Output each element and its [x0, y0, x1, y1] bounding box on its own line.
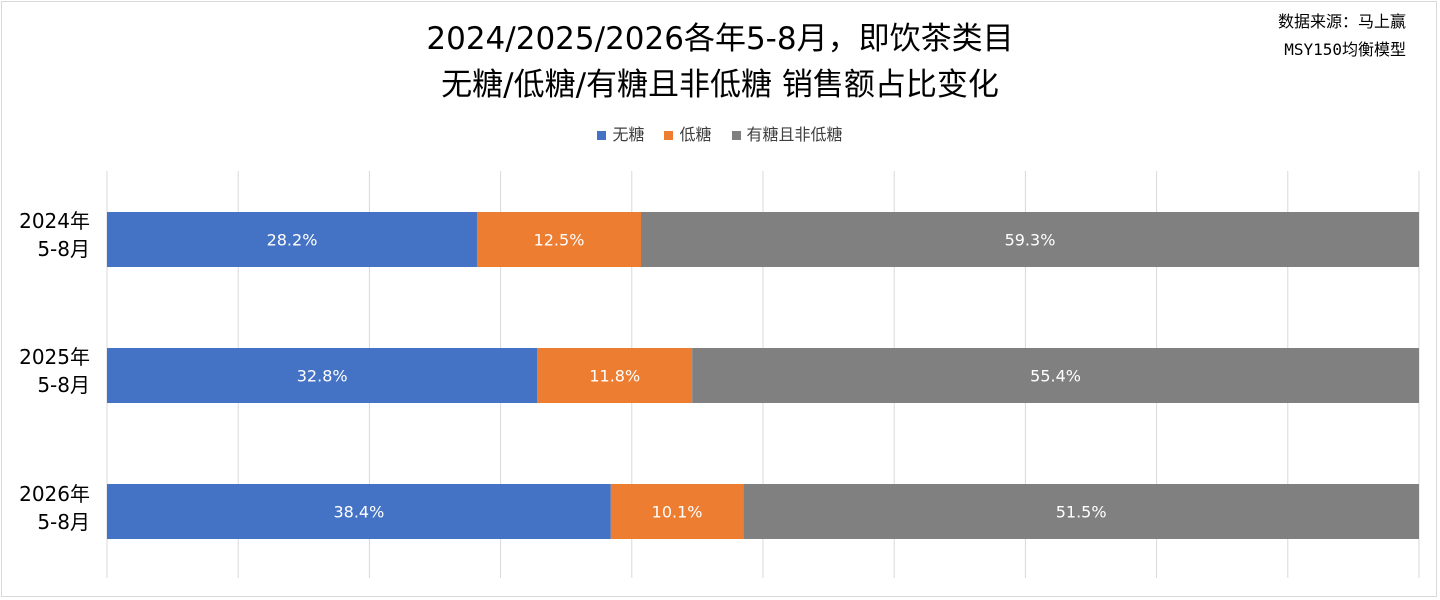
chart-title-line2: 无糖/低糖/有糖且非低糖 销售额占比变化: [441, 67, 999, 103]
bar-segment-2024年-有糖且非低糖: [640, 212, 1419, 267]
chart-legend: 无糖 低糖 有糖且非低糖: [0, 124, 1440, 146]
data-label: 51.5%: [1056, 503, 1107, 522]
bar-segment-2026年-无糖: [107, 484, 611, 539]
legend-swatch: [597, 130, 607, 140]
legend-label: 无糖: [612, 125, 645, 144]
category-year: 2024年: [19, 209, 90, 233]
data-label: 28.2%: [267, 231, 318, 250]
source-line1: 数据来源：马上赢: [1277, 12, 1406, 31]
legend-swatch: [664, 130, 674, 140]
bar-segment-2025年-低糖: [537, 348, 693, 403]
bar-segment-2024年-低糖: [476, 212, 641, 267]
data-label: 11.8%: [589, 367, 640, 386]
data-source-note: 数据来源：马上赢 MSY150均衡模型: [1278, 8, 1406, 64]
category-label-2026: 2026年 5-8月: [0, 480, 90, 536]
bar-segment-2025年-无糖: [107, 348, 538, 403]
bar-segment-2024年-无糖: [107, 212, 477, 267]
category-months: 5-8月: [37, 237, 90, 261]
legend-item-low-sugar: 低糖: [664, 124, 712, 146]
legend-item-sugared: 有糖且非低糖: [731, 124, 843, 146]
legend-label: 有糖且非低糖: [746, 125, 843, 144]
category-months: 5-8月: [37, 510, 90, 534]
bar-segment-2026年-低糖: [610, 484, 744, 539]
category-year: 2025年: [19, 345, 90, 369]
source-line2: MSY150均衡模型: [1284, 40, 1406, 59]
data-label: 38.4%: [333, 503, 384, 522]
legend-swatch: [731, 130, 741, 140]
category-label-2024: 2024年 5-8月: [0, 207, 90, 263]
data-label: 12.5%: [534, 231, 585, 250]
category-months: 5-8月: [37, 373, 90, 397]
data-label: 10.1%: [652, 503, 703, 522]
legend-label: 低糖: [679, 125, 712, 144]
bar-segment-2026年-有糖且非低糖: [743, 484, 1419, 539]
data-label: 59.3%: [1005, 231, 1056, 250]
data-label: 55.4%: [1030, 367, 1081, 386]
bar-segment-2025年-有糖且非低糖: [692, 348, 1419, 403]
chart-title-line1: 2024/2025/2026各年5-8月，即饮茶类目: [426, 21, 1014, 57]
category-label-2025: 2025年 5-8月: [0, 343, 90, 399]
legend-item-sugar-free: 无糖: [597, 124, 644, 146]
category-year: 2026年: [19, 482, 90, 506]
data-label: 32.8%: [297, 367, 348, 386]
